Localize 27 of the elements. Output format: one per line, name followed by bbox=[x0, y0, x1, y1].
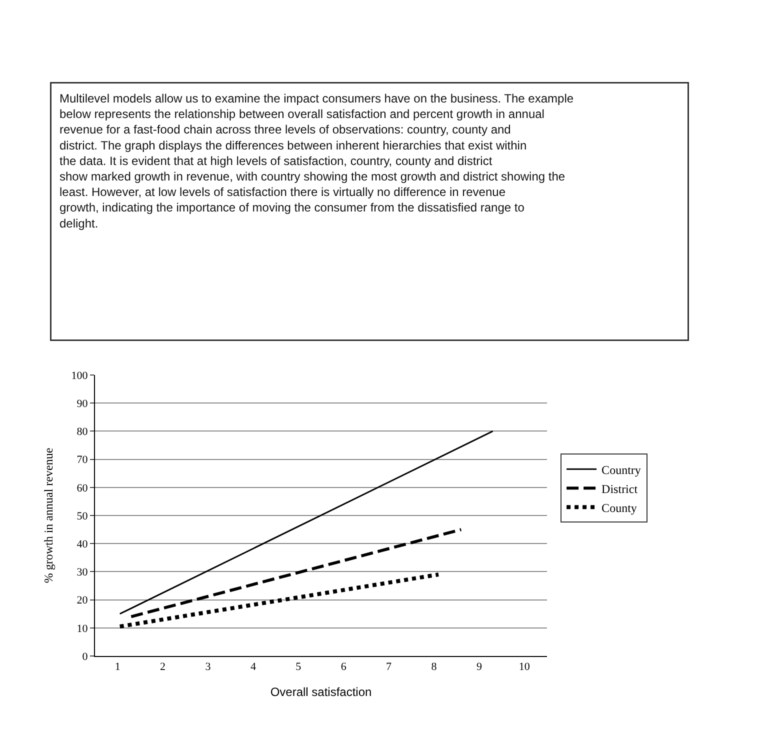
x-tick-label: 4 bbox=[250, 661, 256, 674]
y-tick-label: 10 bbox=[76, 622, 88, 635]
x-tick-label: 2 bbox=[160, 661, 166, 674]
y-tick-label: 100 bbox=[71, 370, 88, 382]
legend-label: County bbox=[602, 500, 637, 515]
y-tick-label: 90 bbox=[76, 398, 88, 410]
x-axis-title: Overall satisfaction bbox=[270, 685, 372, 700]
y-tick-label: 40 bbox=[76, 538, 88, 550]
x-tick-label: 5 bbox=[296, 661, 302, 674]
y-tick-label: 60 bbox=[76, 482, 88, 494]
y-tick-label: 50 bbox=[76, 510, 88, 522]
y-tick-label: 20 bbox=[76, 594, 88, 607]
y-tick-label: 0 bbox=[82, 650, 88, 663]
x-tick-label: 8 bbox=[431, 661, 438, 674]
text: Multilevel models allow us to examine the impact consumers have on the business. The example below represents the relationship between overall satisfaction and percent growth in annual revenue for a fast-food chain across three levels of observations: country, county and district. The graph displays the differences between inherent hierarchies that exist within the data. It is evident that at high levels of satisfaction, country, county and district show marked growth in revenue, with country showing the most growth and district showing the least. However, at low levels of satisfaction there is virtually no difference in revenue growth, indicating the importance of moving the consumer from the dissatisfied range to delight. bbox=[60, 92, 574, 230]
legend-label: District bbox=[602, 482, 638, 496]
y-tick-label: 70 bbox=[76, 454, 88, 466]
y-axis-title: % growth in annual revenue bbox=[42, 448, 56, 584]
x-tick-label: 3 bbox=[205, 661, 212, 674]
x-tick-label: 6 bbox=[340, 661, 347, 674]
x-tick-label: 10 bbox=[518, 661, 530, 674]
y-tick-label: 30 bbox=[76, 566, 88, 579]
x-tick-label: 7 bbox=[386, 661, 392, 674]
legend-label: Country bbox=[602, 462, 641, 477]
x-tick-label: 9 bbox=[476, 661, 482, 674]
y-tick-label: 80 bbox=[76, 426, 88, 438]
x-tick-label: 1 bbox=[114, 661, 120, 674]
